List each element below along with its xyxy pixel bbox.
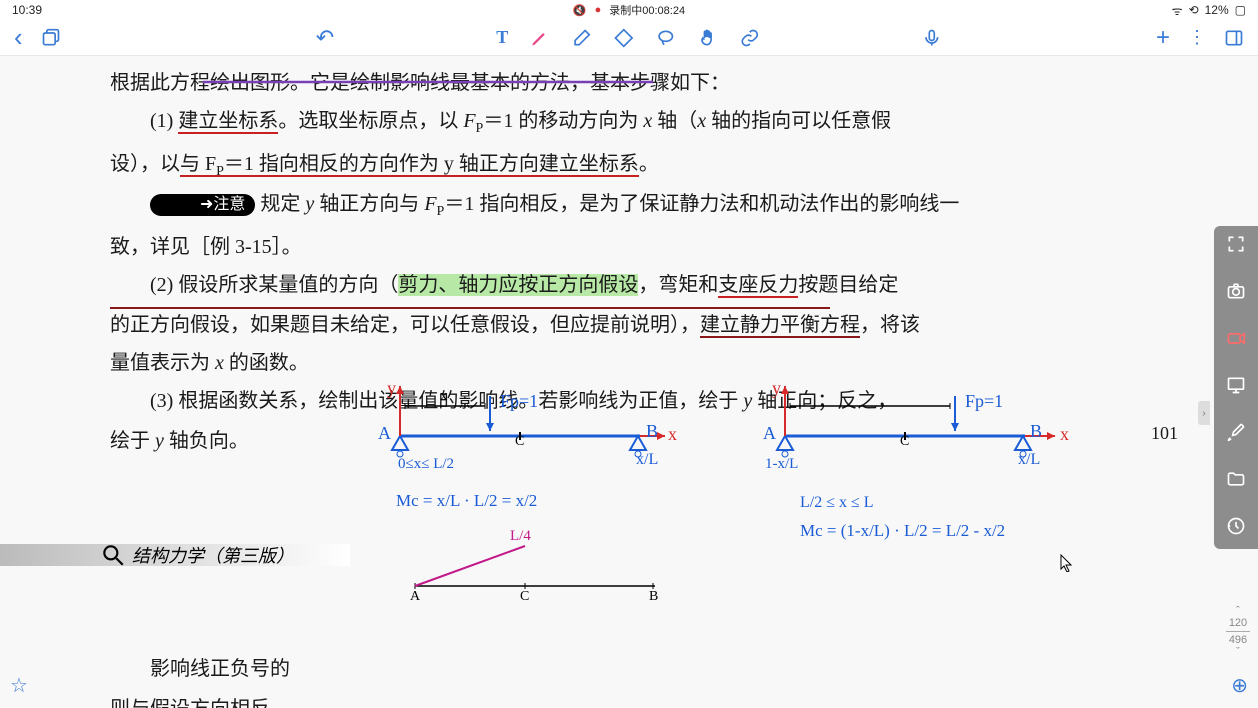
status-time: 10:39 — [12, 3, 42, 17]
para-2b: 的正方向假设，如果题目未给定，可以任意假设，但应提前说明），建立静力平衡方程，将… — [110, 306, 1178, 344]
bookmark-button[interactable]: ☆ — [10, 673, 28, 698]
lasso-tool[interactable] — [656, 28, 676, 48]
record-dot-icon: ● — [595, 4, 602, 16]
para-1b: 设），以与 FP＝1 指向相反的方向作为 y 轴正方向建立坐标系。 — [110, 145, 1178, 186]
p1b-underline: 与 FP＝1 指向相反的方向作为 y 轴正方向建立坐标系 — [180, 153, 639, 177]
rotate-lock-icon: ⟲ — [1189, 3, 1199, 17]
scroll-up-icon[interactable]: ˆ — [1226, 605, 1250, 617]
para-3: (3) 根据函数关系，绘制出该量值的影响线。若影响线为正值，绘于 y 轴正向；反… — [110, 382, 1178, 420]
text-tool[interactable]: T — [496, 27, 508, 48]
history-button[interactable] — [1226, 516, 1246, 541]
camera-button[interactable] — [1226, 281, 1246, 306]
more-button[interactable]: ⋮ — [1188, 27, 1206, 48]
note-para: ➜注意 规定 y 轴正方向与 FP＝1 指向相反，是为了保证静力法和机动法作出的… — [110, 185, 1178, 226]
speaker-icon: 🔇 — [573, 4, 587, 17]
sidebar-toggle[interactable] — [1224, 28, 1244, 48]
status-right: ᯤ ⟲ 12% ▢ — [1172, 2, 1246, 19]
tabs-button[interactable] — [41, 28, 61, 48]
zoom-button[interactable]: ⊕ — [1231, 673, 1248, 698]
add-button[interactable]: + — [1156, 24, 1170, 52]
status-center: 🔇 ● 录制中00:08:24 — [573, 2, 685, 18]
note-line2: 致，详见［例 3-15］。 — [110, 228, 1178, 266]
record-label: 录制中00:08:24 — [609, 2, 685, 18]
mic-button[interactable] — [922, 28, 942, 48]
record-button[interactable] — [1226, 328, 1246, 353]
line-top-text: 根据此方程绘出图形。它是绘制影响线最基本的方法，基本步骤如下： — [110, 72, 730, 94]
shape-tool[interactable] — [614, 28, 634, 48]
eraser-tool[interactable] — [572, 28, 592, 48]
scroll-current: 120 — [1226, 617, 1250, 629]
note-badge: ➜注意 — [150, 194, 255, 216]
undo-button[interactable]: ↶ — [316, 25, 334, 51]
bottom-2: 则与假设方向相反。 — [110, 690, 1178, 708]
link-tool[interactable] — [740, 28, 760, 48]
p2-underline: 支座反力 — [718, 274, 798, 298]
scroll-total: 496 — [1226, 634, 1250, 646]
battery-icon: ▢ — [1235, 3, 1246, 17]
scroll-down-icon[interactable]: ˇ — [1226, 646, 1250, 658]
para-1: (1) 建立坐标系。选取坐标原点，以 FP＝1 的移动方向为 x 轴（x 轴的指… — [110, 102, 1178, 143]
folder-button[interactable] — [1226, 469, 1246, 494]
status-bar: 10:39 🔇 ● 录制中00:08:24 ᯤ ⟲ 12% ▢ — [0, 0, 1258, 20]
para-2c: 量值表示为 x 的函数。 — [110, 344, 1178, 382]
wifi-icon: ᯤ — [1172, 2, 1183, 19]
battery-pct: 12% — [1205, 3, 1229, 17]
p2b-underline: 建立静力平衡方程 — [700, 314, 860, 338]
page-number: 101 — [1151, 416, 1178, 450]
p1-underline: 建立坐标系 — [178, 110, 278, 134]
pen-tool[interactable] — [530, 28, 550, 48]
screen-button[interactable] — [1226, 375, 1246, 400]
line-top: 根据此方程绘出图形。它是绘制影响线最基本的方法，基本步骤如下： — [110, 64, 1178, 102]
brush-button[interactable] — [1226, 422, 1246, 447]
hand-tool[interactable] — [698, 28, 718, 48]
document-content: 根据此方程绘出图形。它是绘制影响线最基本的方法，基本步骤如下： (1) 建立坐标… — [0, 56, 1258, 708]
bottom-1: 影响线正负号的 — [110, 650, 1178, 688]
para-2: (2) 假设所求某量值的方向（剪力、轴力应按正方向假设，弯矩和支座反力按题目给定 — [110, 266, 1178, 304]
magnifier-icon — [100, 542, 126, 568]
scroll-indicator: ˆ 120 496 ˇ — [1226, 605, 1250, 658]
book-title: 结构力学（第三版） — [132, 542, 294, 568]
collapse-chevron[interactable]: › — [1198, 401, 1210, 425]
para-3b: 绘于 y 轴负向。 — [110, 422, 1178, 460]
p2-highlight: 剪力、轴力应按正方向假设 — [398, 274, 638, 296]
toolbar: ‹ ↶ T + ⋮ — [0, 20, 1258, 56]
fullscreen-button[interactable] — [1226, 234, 1246, 259]
back-button[interactable]: ‹ — [14, 22, 23, 53]
book-label: 结构力学（第三版） — [0, 542, 294, 568]
side-panel — [1214, 226, 1258, 549]
content-wrap: 根据此方程绘出图形。它是绘制影响线最基本的方法，基本步骤如下： (1) 建立坐标… — [0, 56, 1258, 708]
